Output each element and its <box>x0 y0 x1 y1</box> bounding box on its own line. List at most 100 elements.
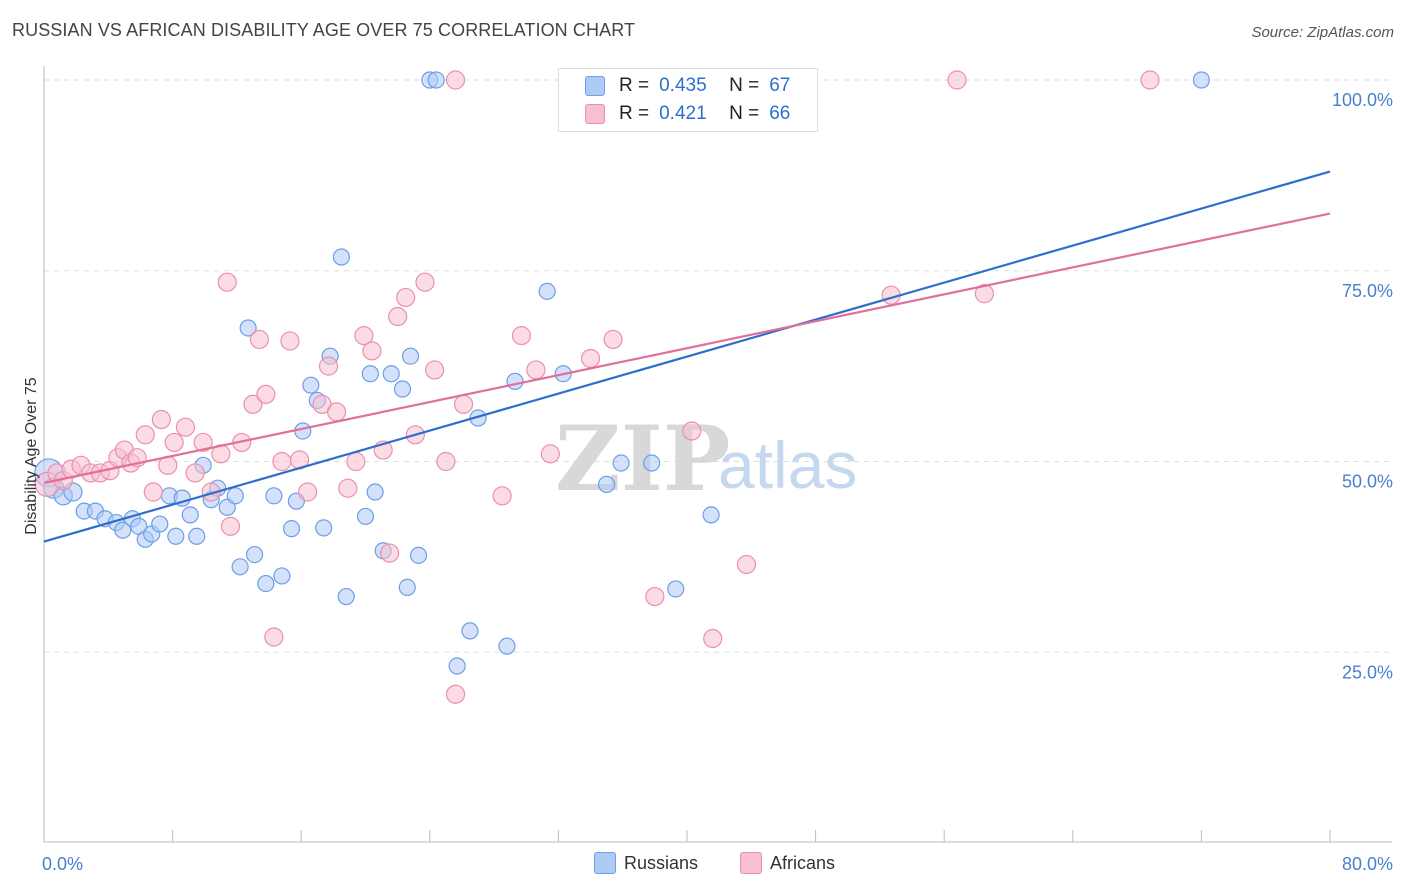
africans-swatch <box>585 104 605 124</box>
african-point <box>175 417 196 437</box>
african-point <box>362 341 382 361</box>
russian-point <box>427 71 445 89</box>
african-point <box>338 478 358 498</box>
russian-point <box>393 380 412 398</box>
african-point <box>415 272 435 292</box>
african-point <box>453 394 474 414</box>
y-tick-label: 50.0% <box>1342 472 1393 492</box>
y-axis-title: Disability Age Over 75 <box>23 377 40 535</box>
african-point <box>436 451 456 472</box>
african-point <box>346 451 366 472</box>
correlation-legend: R = 0.435 N = 67 R = 0.421 N = 66 <box>558 68 818 132</box>
african-point <box>249 329 270 350</box>
african-point <box>526 360 546 380</box>
african-point <box>736 554 757 575</box>
trend-lines <box>43 170 1331 543</box>
bottom-legend-africans-label: Africans <box>770 852 836 873</box>
african-point <box>354 326 374 346</box>
bottom-legend-africans: Africans <box>740 852 835 874</box>
russian-point <box>239 319 257 337</box>
african-point <box>264 627 284 647</box>
african-point <box>143 482 163 502</box>
russian-point <box>337 587 355 606</box>
russians-swatch <box>594 852 616 874</box>
russian-point <box>366 483 384 501</box>
russian-point <box>398 578 416 596</box>
russian-point <box>226 487 244 505</box>
african-point <box>445 684 466 704</box>
russian-point <box>294 422 312 440</box>
y-tick-label: 75.0% <box>1342 281 1393 301</box>
russian-point <box>315 519 333 537</box>
legend-n-label: N = <box>729 75 760 96</box>
russian-point <box>498 637 516 655</box>
axes: 25.0% 50.0% 75.0% 100.0% 0.0% 80.0% <box>42 66 1393 874</box>
african-point <box>492 486 512 506</box>
russian-point <box>461 622 479 640</box>
african-point <box>603 329 623 350</box>
africans-swatch <box>740 852 762 874</box>
african-point <box>326 402 347 422</box>
african-point <box>298 482 318 502</box>
russian-point <box>356 507 375 526</box>
gridlines <box>44 79 1392 653</box>
y-tick-label: 25.0% <box>1342 662 1393 682</box>
watermark-atlas: atlas <box>718 428 857 502</box>
x-tick-label: 80.0% <box>1342 854 1393 874</box>
russian-point <box>702 506 720 524</box>
chart-title: RUSSIAN VS AFRICAN DISABILITY AGE OVER 7… <box>12 20 636 40</box>
russian-point <box>598 475 616 493</box>
russian-point <box>282 520 301 538</box>
russian-point <box>265 487 283 505</box>
legend-row-africans: R = 0.421 N = 66 <box>585 99 791 129</box>
russian-point <box>273 567 291 585</box>
african-point <box>445 70 466 90</box>
african-point <box>280 331 300 351</box>
chart-source: Source: ZipAtlas.com <box>1251 24 1394 41</box>
african-point <box>974 284 994 304</box>
african-point <box>1140 70 1160 90</box>
african-point <box>256 384 276 404</box>
legend-russians-n: 67 <box>769 75 791 96</box>
african-point <box>388 306 408 327</box>
russian-point <box>401 347 420 365</box>
russians-trend-line <box>43 170 1331 543</box>
russian-point <box>361 365 379 383</box>
bottom-legend-russians: Russians <box>594 852 698 874</box>
african-point <box>540 444 560 464</box>
x-tick-label: 0.0% <box>42 854 83 874</box>
african-point <box>318 356 339 376</box>
russian-point <box>538 282 556 300</box>
y-tick-label: 100.0% <box>1332 90 1393 110</box>
russian-point <box>231 558 249 576</box>
african-point <box>220 516 241 536</box>
russian-point <box>643 454 661 472</box>
african-point <box>135 425 155 445</box>
legend-r-label: R = <box>619 75 650 96</box>
russian-point <box>167 527 185 545</box>
african-point <box>682 421 702 441</box>
legend-row-russians: R = 0.435 N = 67 <box>585 71 791 101</box>
russian-point <box>409 546 428 564</box>
african-point <box>425 360 445 380</box>
african-point <box>580 348 601 369</box>
russian-point <box>151 515 169 533</box>
russian-point <box>257 574 275 593</box>
african-point <box>396 287 416 308</box>
african-point <box>645 586 665 607</box>
russian-point <box>245 545 264 564</box>
russian-point <box>302 376 320 394</box>
african-point <box>185 463 205 483</box>
african-point <box>164 432 184 453</box>
legend-africans-n: 66 <box>769 103 791 124</box>
russian-point <box>667 580 685 598</box>
watermark: ZIP atlas <box>555 406 857 512</box>
legend-africans-r: 0.421 <box>659 103 707 124</box>
russian-point <box>114 521 132 539</box>
african-point <box>151 409 171 430</box>
africans-trend-line <box>43 212 1331 484</box>
russian-point <box>1192 71 1211 89</box>
watermark-zip: ZIP <box>555 406 730 512</box>
russian-point <box>181 506 199 524</box>
